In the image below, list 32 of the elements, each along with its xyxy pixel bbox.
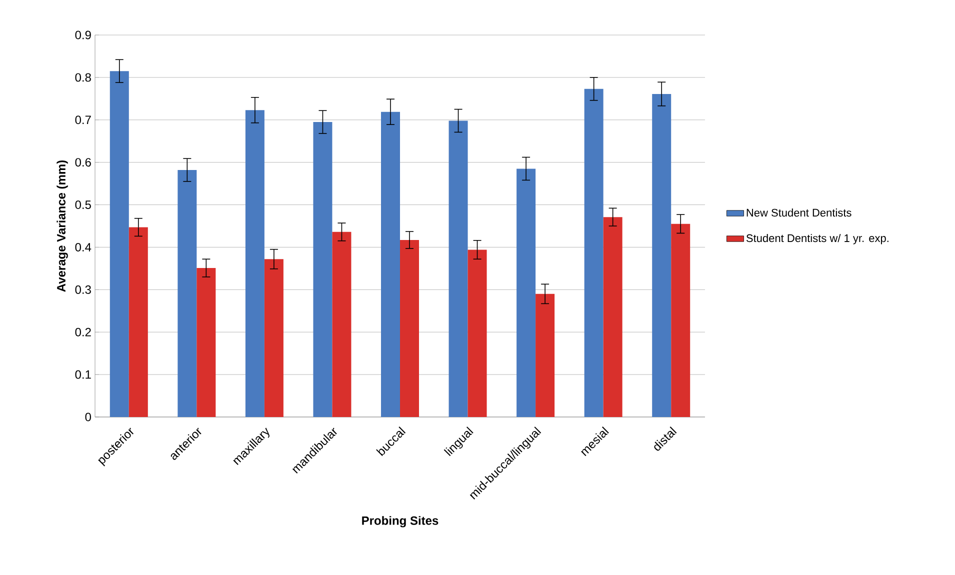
bar — [128, 227, 148, 417]
bar — [245, 110, 264, 417]
legend-label: Student Dentists w/ 1 yr. exp. — [746, 234, 888, 244]
bar — [671, 224, 690, 417]
y-tick-label: 0.2 — [75, 328, 91, 336]
bar — [448, 120, 468, 417]
y-tick-label: 0.4 — [75, 242, 92, 252]
bar — [400, 240, 419, 417]
bar — [584, 88, 604, 417]
bar — [468, 250, 487, 417]
bar — [652, 94, 672, 417]
bar — [536, 294, 555, 417]
bar — [332, 232, 352, 417]
y-tick-label: 0.3 — [75, 285, 91, 294]
bar — [381, 112, 400, 417]
bar — [110, 71, 129, 417]
y-axis-title: Average Variance (mm) — [56, 160, 68, 292]
bar — [313, 122, 332, 417]
y-tick-label: 0.8 — [75, 73, 91, 82]
y-tick-label: 0 — [85, 412, 92, 422]
bar — [178, 170, 197, 417]
y-tick-label: 0.7 — [75, 116, 91, 124]
bar — [196, 268, 216, 417]
bar — [603, 217, 622, 417]
x-axis-title: Probing Sites — [362, 516, 438, 528]
legend-label: New Student Dentists — [746, 208, 852, 217]
y-tick-label: 0.5 — [75, 200, 91, 210]
bar — [264, 259, 284, 417]
y-tick-label: 0.9 — [75, 30, 91, 40]
y-tick-label: 0.6 — [75, 158, 91, 167]
y-tick-label: 0.1 — [75, 370, 91, 379]
bar — [516, 168, 536, 417]
